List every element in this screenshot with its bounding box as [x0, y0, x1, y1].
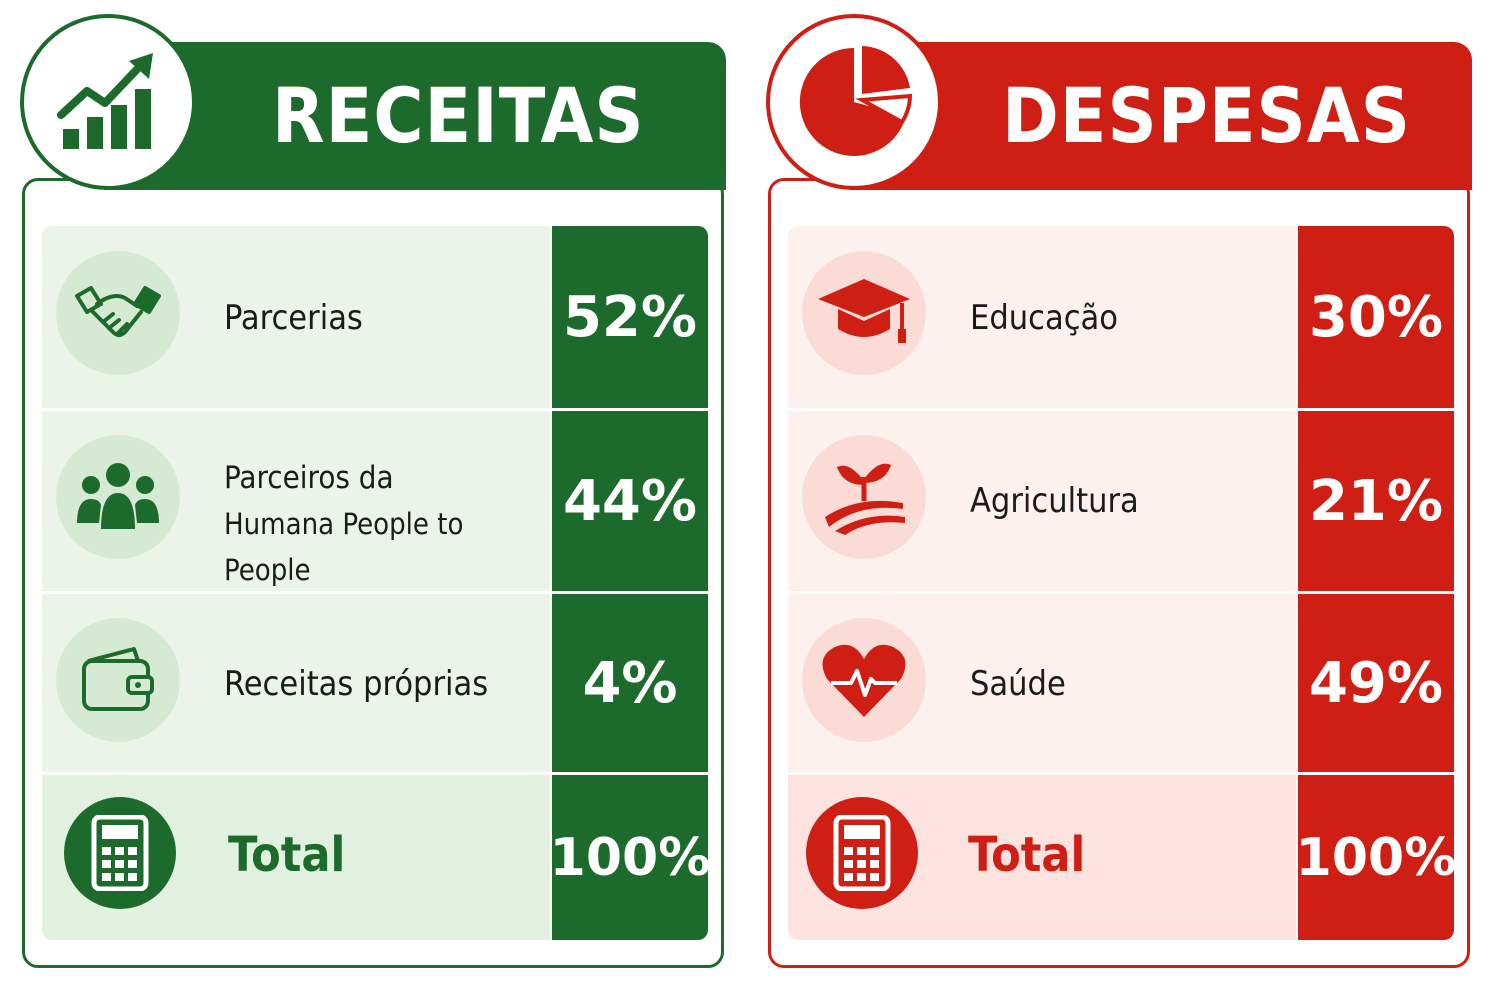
row-label-parceiros-line1: Parceiros da — [224, 460, 394, 496]
row-label-saude: Saúde — [970, 664, 1066, 704]
receitas-header: RECEITAS — [104, 42, 726, 190]
row-value-parceiros: 44% — [552, 411, 708, 591]
wallet-icon — [56, 618, 180, 742]
table-row: Receitas próprias 4% — [42, 594, 708, 772]
row-label-parcerias: Parcerias — [224, 298, 363, 338]
total-label: Total — [228, 827, 346, 883]
total-row: Total 100% — [788, 775, 1454, 940]
row-value-saude: 49% — [1298, 594, 1454, 772]
growth-chart-icon — [20, 14, 196, 190]
receitas-table: Parcerias 52% Parceiro — [42, 226, 708, 940]
despesas-table: Educação 30% Agricultura 21% — [788, 226, 1454, 940]
pie-chart-icon — [766, 14, 942, 190]
despesas-header: DESPESAS — [850, 42, 1472, 190]
table-row: Parceiros da Humana People to People 44% — [42, 411, 708, 591]
despesas-panel: DESPESAS Educação 30% — [764, 0, 1474, 1000]
table-row: Agricultura 21% — [788, 411, 1454, 591]
calculator-icon — [64, 797, 176, 909]
row-divider — [788, 408, 1454, 411]
row-divider — [42, 591, 708, 594]
row-label-parceiros-line2: Humana People to People — [224, 507, 464, 587]
row-divider — [42, 408, 708, 411]
row-divider — [788, 591, 1454, 594]
total-value: 100% — [550, 775, 708, 940]
total-row: Total 100% — [42, 775, 708, 940]
row-label-receitas-proprias: Receitas próprias — [224, 664, 489, 704]
graduation-cap-icon — [802, 251, 926, 375]
table-row: Saúde 49% — [788, 594, 1454, 772]
row-value-agricultura: 21% — [1298, 411, 1454, 591]
people-group-icon — [56, 435, 180, 559]
sprout-field-icon — [802, 435, 926, 559]
row-divider — [788, 772, 1454, 775]
table-row: Parcerias 52% — [42, 226, 708, 408]
despesas-title: DESPESAS — [1002, 71, 1411, 160]
row-divider — [42, 772, 708, 775]
total-value: 100% — [1296, 775, 1454, 940]
row-value-receitas-proprias: 4% — [552, 594, 708, 772]
handshake-icon — [56, 251, 180, 375]
row-value-parcerias: 52% — [552, 226, 708, 408]
heart-pulse-icon — [802, 618, 926, 742]
row-label-parceiros: Parceiros da Humana People to People — [224, 455, 550, 593]
row-value-educacao: 30% — [1298, 226, 1454, 408]
row-label-educacao: Educação — [970, 298, 1118, 338]
table-row: Educação 30% — [788, 226, 1454, 408]
receitas-panel: RECEITAS — [18, 0, 728, 1000]
total-label: Total — [968, 827, 1086, 883]
calculator-icon — [806, 797, 918, 909]
receitas-title: RECEITAS — [272, 71, 645, 160]
row-label-agricultura: Agricultura — [970, 481, 1139, 521]
